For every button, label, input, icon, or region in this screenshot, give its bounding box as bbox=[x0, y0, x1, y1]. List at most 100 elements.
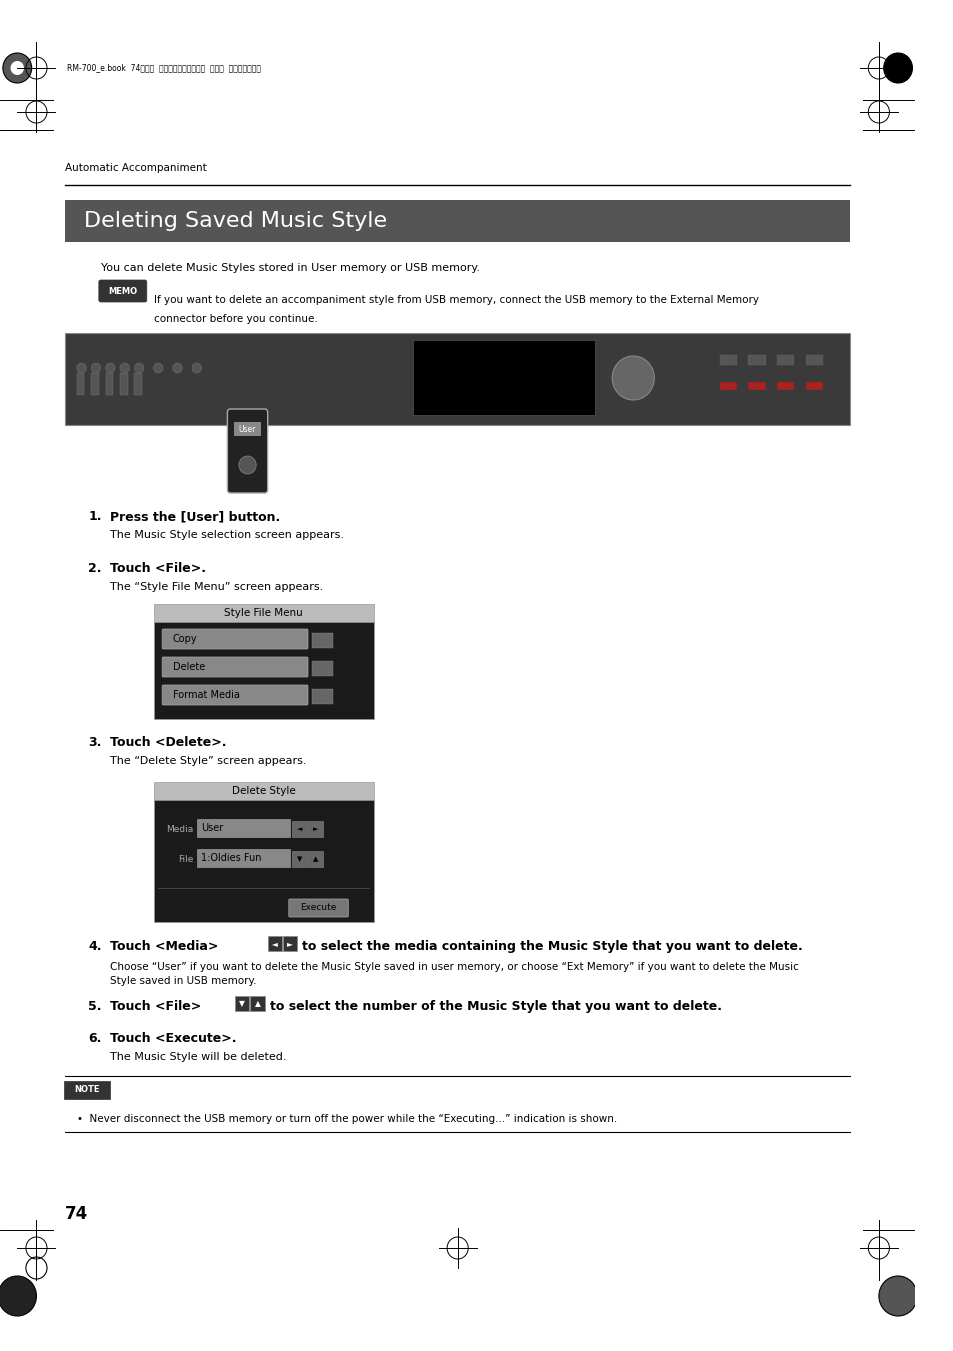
Circle shape bbox=[238, 457, 256, 474]
Text: Delete Style: Delete Style bbox=[232, 786, 295, 796]
FancyBboxPatch shape bbox=[227, 409, 268, 493]
Text: 4.: 4. bbox=[89, 940, 102, 952]
Text: ►: ► bbox=[313, 825, 318, 832]
Bar bbox=[412, 340, 595, 415]
Circle shape bbox=[192, 363, 201, 373]
Text: If you want to delete an accompaniment style from USB memory, connect the USB me: If you want to delete an accompaniment s… bbox=[153, 295, 758, 305]
Bar bbox=[134, 373, 142, 394]
Bar bbox=[805, 382, 822, 390]
Bar bbox=[777, 382, 794, 390]
Text: ▲: ▲ bbox=[254, 1000, 260, 1008]
Text: ►: ► bbox=[287, 939, 293, 948]
Text: to select the media containing the Music Style that you want to delete.: to select the media containing the Music… bbox=[302, 940, 802, 952]
Bar bbox=[106, 373, 113, 394]
Text: Format Media: Format Media bbox=[172, 690, 239, 700]
Text: MEMO: MEMO bbox=[108, 286, 137, 296]
Text: File: File bbox=[178, 854, 193, 863]
Bar bbox=[312, 634, 333, 648]
Bar bbox=[91, 373, 99, 394]
FancyBboxPatch shape bbox=[99, 280, 147, 303]
Text: ◄: ◄ bbox=[296, 825, 302, 832]
Text: ▼: ▼ bbox=[296, 857, 302, 862]
Circle shape bbox=[120, 363, 130, 373]
Text: User: User bbox=[238, 424, 256, 434]
FancyBboxPatch shape bbox=[292, 821, 307, 838]
Bar bbox=[153, 604, 374, 621]
Text: Execute: Execute bbox=[300, 904, 336, 912]
Text: ▼: ▼ bbox=[239, 1000, 245, 1008]
FancyBboxPatch shape bbox=[162, 685, 308, 705]
Text: 6.: 6. bbox=[89, 1032, 102, 1046]
Circle shape bbox=[10, 61, 24, 76]
Text: Media: Media bbox=[167, 824, 193, 834]
Circle shape bbox=[106, 363, 115, 373]
Bar bbox=[76, 373, 85, 394]
Text: RM-700_e.book  74ページ  ２００９年３月１８日  水曜日  午前１１時５分: RM-700_e.book 74ページ ２００９年３月１８日 水曜日 午前１１時… bbox=[67, 63, 261, 73]
Bar bbox=[120, 373, 128, 394]
Text: Style File Menu: Style File Menu bbox=[224, 608, 303, 617]
Text: The Music Style will be deleted.: The Music Style will be deleted. bbox=[111, 1052, 287, 1062]
FancyBboxPatch shape bbox=[251, 996, 265, 1011]
Bar bbox=[719, 355, 736, 365]
Text: Deleting Saved Music Style: Deleting Saved Music Style bbox=[85, 211, 387, 231]
FancyBboxPatch shape bbox=[234, 996, 249, 1011]
Circle shape bbox=[612, 357, 654, 400]
Bar bbox=[312, 689, 333, 704]
Text: connector before you continue.: connector before you continue. bbox=[153, 313, 317, 324]
FancyBboxPatch shape bbox=[196, 848, 290, 867]
Bar bbox=[312, 661, 333, 676]
Text: Touch <Delete>.: Touch <Delete>. bbox=[111, 736, 227, 748]
FancyBboxPatch shape bbox=[162, 630, 308, 648]
Bar bbox=[65, 200, 849, 242]
Bar bbox=[719, 382, 736, 390]
Text: The Music Style selection screen appears.: The Music Style selection screen appears… bbox=[111, 530, 344, 540]
FancyBboxPatch shape bbox=[196, 819, 290, 838]
Circle shape bbox=[0, 1275, 36, 1316]
FancyBboxPatch shape bbox=[289, 898, 348, 917]
Text: to select the number of the Music Style that you want to delete.: to select the number of the Music Style … bbox=[270, 1000, 720, 1013]
Bar bbox=[777, 355, 794, 365]
FancyBboxPatch shape bbox=[64, 1081, 111, 1098]
Circle shape bbox=[76, 363, 87, 373]
Bar bbox=[747, 355, 765, 365]
Text: Touch <File>: Touch <File> bbox=[111, 1000, 201, 1013]
Text: Choose “User” if you want to delete the Music Style saved in user memory, or cho: Choose “User” if you want to delete the … bbox=[111, 962, 799, 971]
Circle shape bbox=[882, 53, 911, 82]
FancyBboxPatch shape bbox=[308, 821, 323, 838]
FancyBboxPatch shape bbox=[292, 851, 307, 867]
Text: 74: 74 bbox=[65, 1205, 89, 1223]
Bar bbox=[65, 332, 849, 426]
Text: 1.: 1. bbox=[89, 509, 102, 523]
Text: The “Delete Style” screen appears.: The “Delete Style” screen appears. bbox=[111, 757, 307, 766]
Text: Touch <File>.: Touch <File>. bbox=[111, 562, 206, 576]
FancyBboxPatch shape bbox=[268, 936, 282, 951]
Circle shape bbox=[153, 363, 163, 373]
Bar bbox=[153, 782, 374, 800]
Text: Copy: Copy bbox=[172, 634, 197, 644]
Text: Delete: Delete bbox=[172, 662, 205, 671]
Text: 5.: 5. bbox=[89, 1000, 102, 1013]
Text: 2.: 2. bbox=[89, 562, 102, 576]
FancyBboxPatch shape bbox=[283, 936, 297, 951]
Bar bbox=[233, 422, 261, 436]
Text: ▲: ▲ bbox=[313, 857, 318, 862]
Circle shape bbox=[134, 363, 144, 373]
Bar bbox=[747, 382, 765, 390]
Text: Press the [User] button.: Press the [User] button. bbox=[111, 509, 280, 523]
Text: Touch <Execute>.: Touch <Execute>. bbox=[111, 1032, 236, 1046]
Text: Automatic Accompaniment: Automatic Accompaniment bbox=[65, 163, 207, 173]
Bar bbox=[153, 800, 374, 921]
FancyBboxPatch shape bbox=[308, 851, 323, 867]
Text: User: User bbox=[201, 823, 224, 834]
Bar bbox=[805, 355, 822, 365]
Circle shape bbox=[91, 363, 101, 373]
Text: The “Style File Menu” screen appears.: The “Style File Menu” screen appears. bbox=[111, 582, 323, 592]
Circle shape bbox=[172, 363, 182, 373]
Text: •  Never disconnect the USB memory or turn off the power while the “Executing...: • Never disconnect the USB memory or tur… bbox=[76, 1115, 617, 1124]
Text: ◄: ◄ bbox=[272, 939, 277, 948]
Text: Touch <Media>: Touch <Media> bbox=[111, 940, 218, 952]
FancyBboxPatch shape bbox=[162, 657, 308, 677]
Text: Style saved in USB memory.: Style saved in USB memory. bbox=[111, 975, 256, 986]
Text: NOTE: NOTE bbox=[74, 1085, 100, 1094]
Circle shape bbox=[3, 53, 31, 82]
